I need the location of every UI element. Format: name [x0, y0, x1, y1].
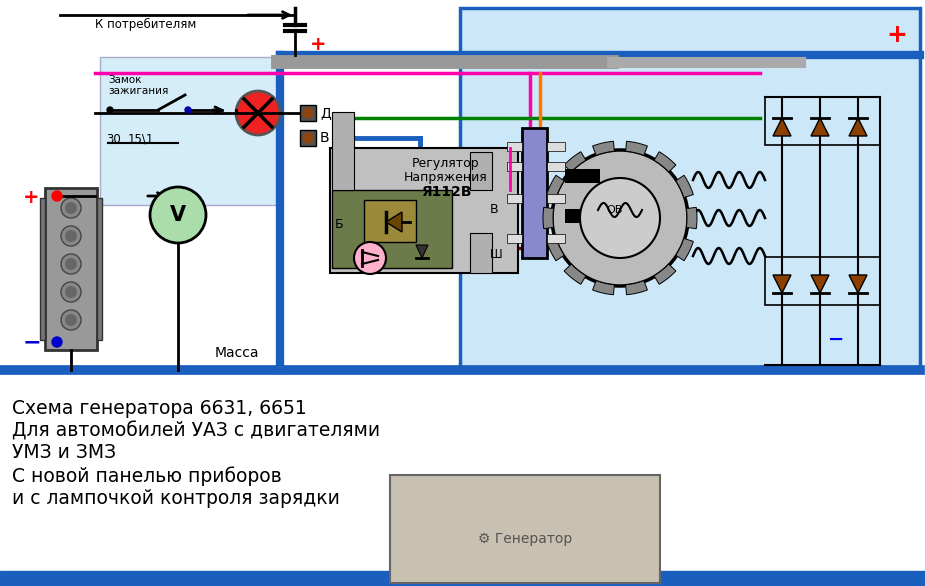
Polygon shape: [386, 212, 402, 232]
Bar: [97, 198, 102, 340]
Circle shape: [185, 107, 191, 113]
Text: В: В: [320, 131, 329, 145]
Bar: [547, 234, 565, 243]
Text: −: −: [828, 330, 845, 349]
Bar: [547, 194, 565, 203]
Bar: [507, 142, 522, 151]
Text: Регулятор: Регулятор: [413, 158, 480, 171]
Wedge shape: [593, 281, 614, 295]
Circle shape: [65, 258, 77, 270]
Bar: [40, 198, 45, 340]
Wedge shape: [676, 175, 694, 197]
Bar: [547, 142, 565, 151]
Bar: [507, 234, 522, 243]
Text: С новой панелью приборов: С новой панелью приборов: [12, 466, 282, 486]
Polygon shape: [773, 118, 791, 136]
Text: Ш: Ш: [490, 248, 502, 261]
Text: Я112В: Я112В: [421, 185, 471, 199]
Bar: [300, 105, 316, 121]
Text: 30: 30: [106, 133, 121, 146]
Bar: [0, 571, 925, 586]
Text: V: V: [170, 205, 186, 225]
Text: +: +: [310, 35, 327, 54]
Text: Масса: Масса: [215, 346, 260, 360]
Text: ОВ: ОВ: [606, 205, 623, 215]
Text: Б: Б: [335, 218, 343, 231]
Circle shape: [580, 178, 660, 258]
Circle shape: [61, 310, 81, 330]
Wedge shape: [625, 281, 648, 295]
Bar: [765, 257, 880, 305]
Wedge shape: [543, 207, 554, 229]
Circle shape: [107, 107, 113, 113]
Bar: [565, 209, 600, 223]
Circle shape: [236, 91, 280, 135]
Wedge shape: [654, 152, 676, 172]
Circle shape: [303, 133, 313, 143]
Bar: [100, 57, 278, 205]
Circle shape: [65, 202, 77, 214]
Text: Замок: Замок: [108, 75, 142, 85]
Wedge shape: [625, 141, 648, 155]
Text: К потребителям: К потребителям: [95, 18, 196, 31]
Text: и с лампочкой контроля зарядки: и с лампочкой контроля зарядки: [12, 489, 339, 508]
Wedge shape: [547, 175, 564, 197]
Circle shape: [61, 254, 81, 274]
Bar: [565, 169, 600, 183]
Wedge shape: [686, 207, 697, 229]
Bar: [300, 130, 316, 146]
Bar: [45, 188, 97, 350]
Text: Схема генератора 6631, 6651: Схема генератора 6631, 6651: [12, 399, 307, 418]
Circle shape: [65, 314, 77, 326]
Bar: [507, 194, 522, 203]
Polygon shape: [811, 118, 829, 136]
Bar: [332, 190, 452, 268]
Circle shape: [61, 282, 81, 302]
Bar: [470, 152, 492, 190]
Wedge shape: [547, 239, 564, 261]
Text: −: −: [23, 332, 42, 352]
Bar: [765, 97, 880, 145]
Polygon shape: [416, 245, 428, 258]
Circle shape: [354, 242, 386, 274]
Wedge shape: [676, 239, 694, 261]
Circle shape: [52, 337, 62, 347]
Bar: [547, 162, 565, 171]
Circle shape: [61, 226, 81, 246]
Bar: [332, 112, 354, 190]
Wedge shape: [654, 264, 676, 284]
Bar: [364, 200, 416, 242]
Text: Напряжения: Напряжения: [404, 172, 487, 185]
Polygon shape: [811, 275, 829, 293]
Text: +: +: [886, 23, 906, 47]
Circle shape: [61, 198, 81, 218]
Bar: [507, 162, 522, 171]
Wedge shape: [564, 264, 586, 284]
Circle shape: [303, 108, 313, 118]
Bar: [330, 148, 518, 273]
Circle shape: [150, 187, 206, 243]
Bar: [390, 475, 660, 583]
Circle shape: [65, 230, 77, 242]
Polygon shape: [849, 118, 867, 136]
Wedge shape: [564, 152, 586, 172]
Text: Для автомобилей УАЗ с двигателями: Для автомобилей УАЗ с двигателями: [12, 421, 380, 440]
Bar: [460, 8, 920, 368]
Wedge shape: [593, 141, 614, 155]
Bar: [470, 233, 492, 273]
Polygon shape: [773, 275, 791, 293]
Polygon shape: [849, 275, 867, 293]
Text: зажигания: зажигания: [108, 86, 168, 96]
Circle shape: [552, 150, 688, 286]
Text: В: В: [490, 203, 499, 216]
Text: Д: Д: [320, 106, 331, 120]
Text: УМЗ и ЗМЗ: УМЗ и ЗМЗ: [12, 443, 117, 462]
Bar: [522, 128, 547, 258]
Text: 15\1: 15\1: [128, 133, 154, 146]
Circle shape: [65, 286, 77, 298]
Circle shape: [52, 191, 62, 201]
Text: ⚙ Генератор: ⚙ Генератор: [478, 532, 573, 546]
Text: +: +: [23, 188, 40, 207]
